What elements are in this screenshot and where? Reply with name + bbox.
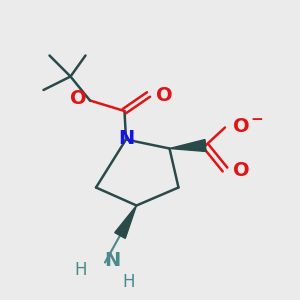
Text: O: O	[232, 161, 249, 181]
Text: N: N	[104, 251, 121, 271]
Text: O: O	[70, 89, 86, 109]
Polygon shape	[115, 206, 136, 239]
Text: O: O	[156, 86, 172, 106]
Text: −: −	[250, 112, 263, 128]
Text: H: H	[75, 261, 87, 279]
Text: O: O	[232, 116, 249, 136]
Polygon shape	[169, 140, 206, 152]
Text: N: N	[118, 128, 134, 148]
Text: H: H	[123, 273, 135, 291]
